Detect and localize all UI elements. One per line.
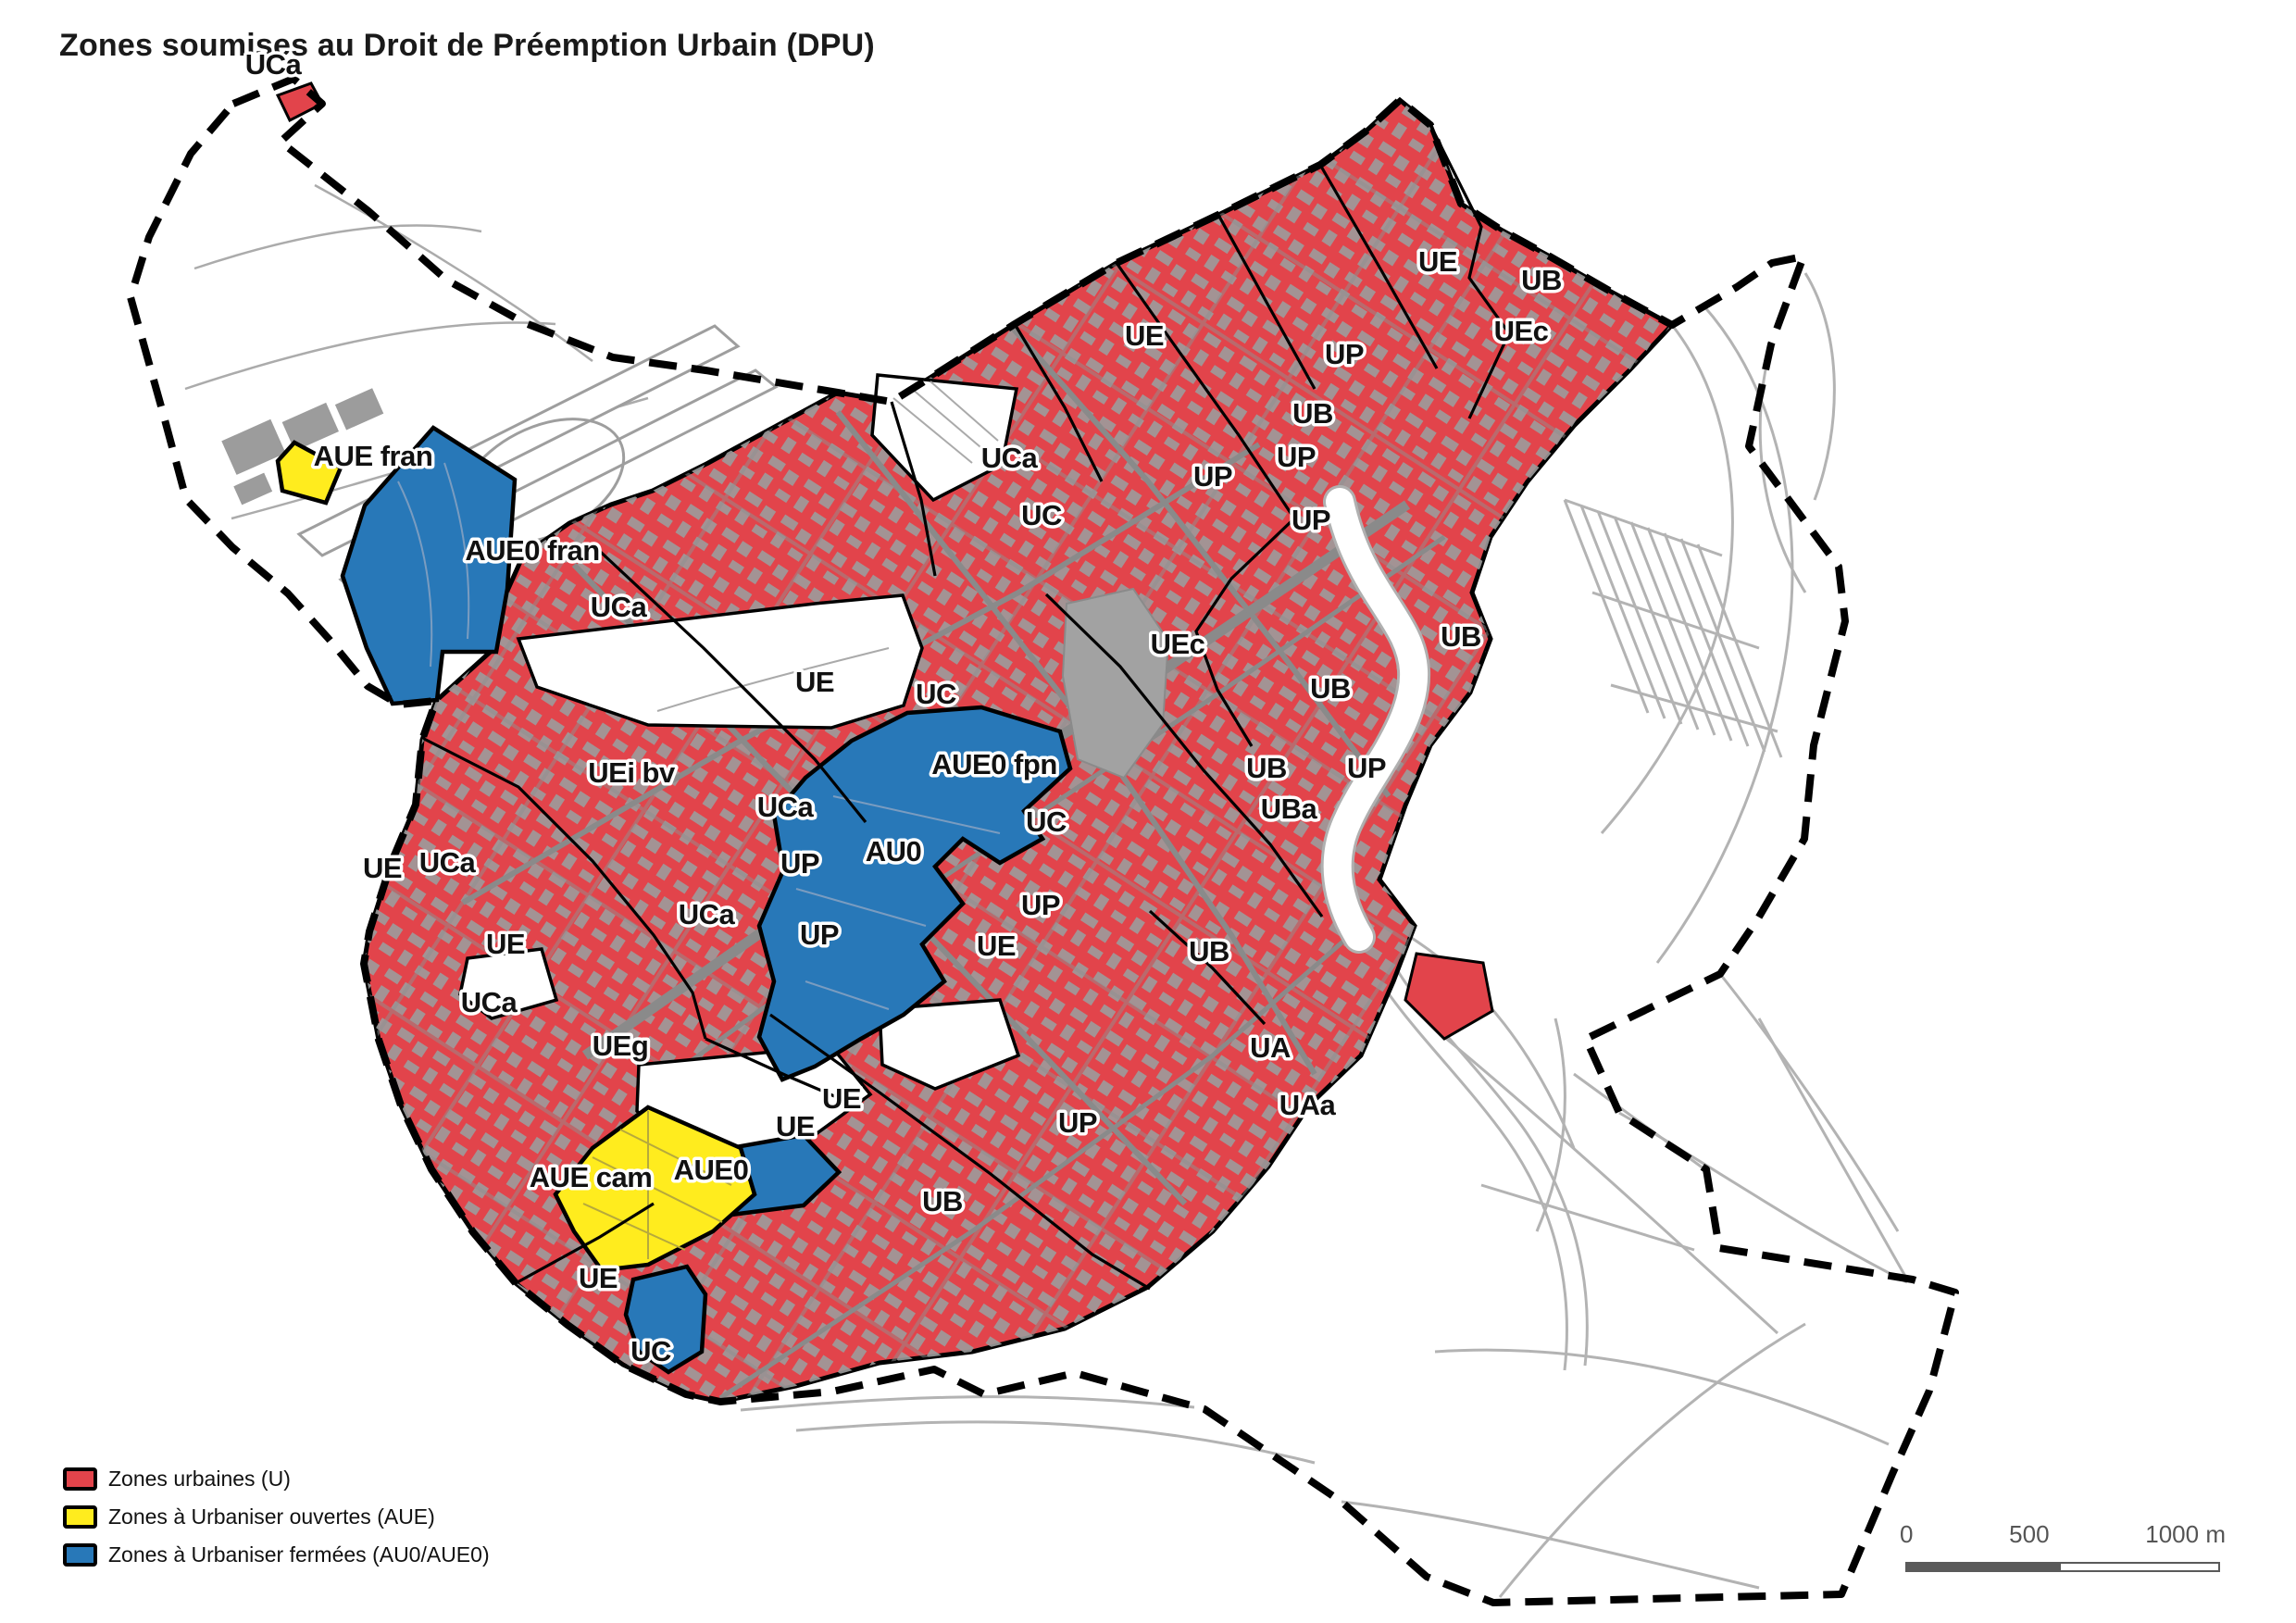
urban-zone-red-patch	[1404, 952, 1494, 1041]
zone-label-ue: UE	[486, 928, 525, 960]
zone-label-uc: UC	[1026, 805, 1067, 838]
legend-label-aue: Zones à Urbaniser ouvertes (AUE)	[108, 1504, 435, 1529]
zone-label-up: UP	[1021, 889, 1060, 921]
zone-label-aue0-fpn: AUE0 fpn	[931, 748, 1057, 780]
scale-tick-1000: 1000 m	[2145, 1520, 2226, 1548]
zone-label-uca: UCa	[757, 791, 815, 823]
legend-swatch-au0	[63, 1543, 97, 1567]
legend-item-u: Zones urbaines (U)	[63, 1467, 490, 1492]
zone-label-up: UP	[1058, 1106, 1097, 1139]
zone-label-ue: UE	[1125, 319, 1164, 352]
commune-boundary	[127, 75, 1959, 1606]
railway-yard-tracks	[656, 381, 999, 712]
zone-label-up: UP	[1292, 504, 1330, 536]
zone-label-ub: UB	[1246, 752, 1287, 784]
zone-aue-fran	[275, 440, 343, 506]
page-title: Zones soumises au Droit de Préemption Ur…	[59, 28, 875, 63]
zone-label-ua: UA	[1250, 1031, 1291, 1064]
zone-label-uba: UBa	[1261, 793, 1318, 825]
zone-label-aue-cam: AUE cam	[530, 1161, 653, 1193]
legend-item-au0: Zones à Urbaniser fermées (AU0/AUE0)	[63, 1542, 490, 1567]
zone-label-uec: UEc	[1151, 628, 1205, 660]
legend-swatch-aue	[63, 1505, 97, 1529]
zone-label-ue: UE	[579, 1262, 618, 1294]
zone-au0-south	[623, 1264, 708, 1375]
zone-label-ue: UE	[776, 1110, 815, 1142]
zone-label-ue: UE	[363, 852, 402, 884]
zone-label-up: UP	[780, 847, 819, 880]
zone-label-ub: UB	[1189, 935, 1229, 968]
zone-au0-fpn	[756, 705, 1073, 1082]
closed-urbanisation-zones	[340, 425, 1073, 1375]
airport-aprons	[221, 388, 384, 506]
zone-label-ue: UE	[1418, 245, 1457, 278]
scale-bar-light-segment	[2061, 1562, 2220, 1572]
zone-label-ub: UB	[1441, 620, 1481, 653]
legend-swatch-u	[63, 1467, 97, 1491]
zone-label-ue: UE	[977, 930, 1016, 962]
scale-bar-graphic	[1905, 1562, 2220, 1572]
blue-zone-parcels	[397, 462, 1001, 1010]
zone-label-uca: UCa	[461, 986, 518, 1018]
zone-label-ue: UE	[822, 1082, 861, 1115]
zone-label-up: UP	[1277, 441, 1316, 473]
zone-label-aue0-fran: AUE0 fran	[465, 534, 599, 567]
zone-borders	[423, 124, 1511, 1291]
zone-label-ueg: UEg	[593, 1030, 649, 1062]
zone-label-uca: UCa	[419, 846, 477, 879]
scale-tick-0: 0	[1900, 1520, 1914, 1548]
zone-label-up: UP	[800, 918, 839, 951]
scale-bar-dark-segment	[1905, 1562, 2061, 1572]
zone-label-au0: AU0	[866, 835, 922, 868]
scale-bar: 0 500 1000 m	[1900, 1520, 2226, 1572]
zone-aue0-fran	[340, 425, 518, 706]
zone-label-uc: UC	[630, 1335, 671, 1367]
zone-label-uec: UEc	[1494, 315, 1549, 347]
zone-label-uca: UCa	[981, 442, 1039, 474]
zone-label-aue0: AUE0	[674, 1154, 749, 1186]
zone-label-ub: UB	[1521, 264, 1562, 296]
legend-label-au0: Zones à Urbaniser fermées (AU0/AUE0)	[108, 1542, 490, 1567]
scale-ticks: 0 500 1000 m	[1900, 1520, 2226, 1549]
legend-label-u: Zones urbaines (U)	[108, 1467, 291, 1491]
zone-label-ub: UB	[1292, 397, 1333, 430]
zone-label-aue-fran: AUE fran	[314, 440, 433, 472]
zone-label-uei-bv: UEi bv	[588, 756, 676, 789]
zone-label-uc: UC	[1021, 499, 1062, 531]
zone-label-uca: UCa	[245, 48, 303, 81]
zone-label-up: UP	[1325, 338, 1364, 370]
legend-item-aue: Zones à Urbaniser ouvertes (AUE)	[63, 1504, 490, 1529]
zone-label-uc: UC	[916, 678, 956, 710]
zone-label-uca: UCa	[591, 591, 648, 623]
zone-label-up: UP	[1347, 752, 1386, 784]
zone-label-ue: UE	[795, 666, 834, 698]
zone-label-ub: UB	[922, 1185, 963, 1217]
unzoned-cutouts	[458, 373, 1021, 1161]
zone-label-uca: UCa	[679, 898, 736, 930]
river-fill	[1323, 488, 1429, 951]
zone-label-uaa: UAa	[1279, 1089, 1337, 1121]
scale-tick-500: 500	[2009, 1520, 2050, 1548]
zone-label-up: UP	[1193, 460, 1232, 493]
yellow-zone-parcels	[582, 1111, 732, 1259]
zone-label-ub: UB	[1310, 672, 1351, 705]
legend: Zones urbaines (U) Zones à Urbaniser ouve…	[63, 1467, 490, 1567]
